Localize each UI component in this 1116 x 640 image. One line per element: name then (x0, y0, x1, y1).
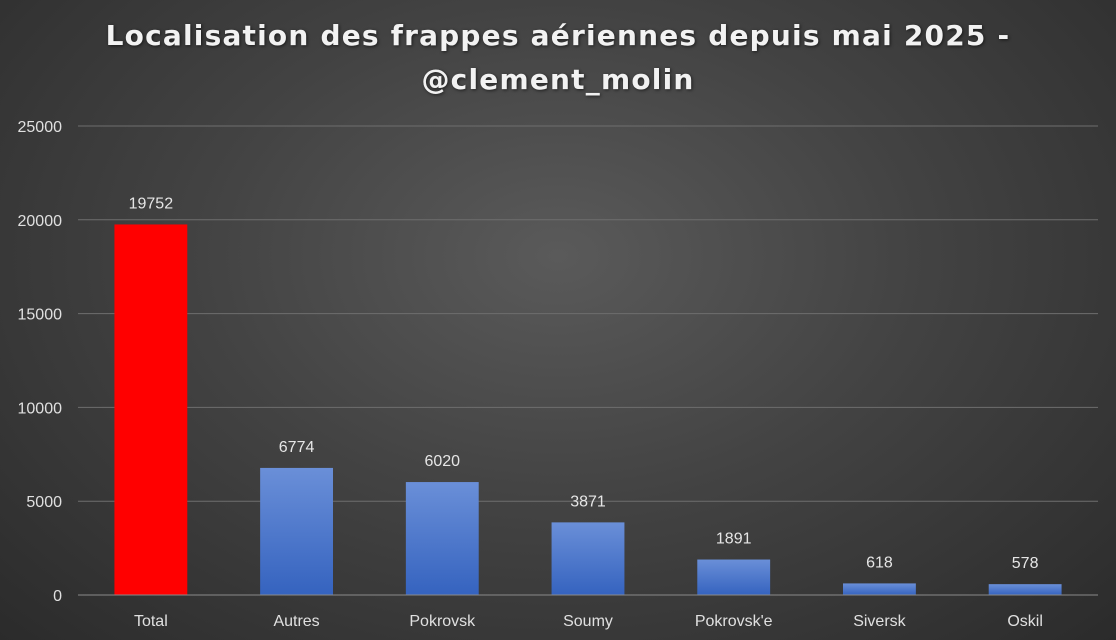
data-label: 3871 (570, 493, 606, 510)
chart-title: Localisation des frappes aériennes depui… (0, 14, 1116, 102)
data-label: 618 (866, 554, 893, 571)
y-tick-label: 15000 (18, 307, 63, 324)
data-label: 19752 (129, 195, 174, 212)
bar (114, 224, 188, 595)
x-axis: Total Autres Pokrovsk Soumy Pokrovsk'e Sivers… (78, 594, 1098, 630)
y-tick-label: 0 (53, 588, 62, 605)
gridlines (78, 125, 1098, 502)
y-tick-label: 10000 (18, 400, 63, 417)
bar (843, 583, 916, 595)
y-tick-label: 25000 (18, 119, 63, 136)
bar (988, 584, 1062, 595)
x-tick-label: Soumy (563, 613, 613, 630)
y-tick-label: 20000 (18, 213, 63, 230)
x-tick-label: Pokrovsk'e (695, 613, 773, 630)
data-label: 1891 (716, 531, 752, 548)
data-label: 578 (1012, 555, 1039, 572)
bar (697, 559, 771, 595)
x-tick-label: Oskil (1007, 613, 1043, 630)
x-tick-label: Total (134, 613, 168, 630)
bar (405, 482, 479, 595)
bar (260, 467, 333, 595)
data-label: 6020 (424, 453, 460, 470)
data-label: 6774 (279, 439, 315, 456)
y-axis: 0 5000 10000 15000 20000 25000 (18, 119, 63, 605)
chart-title-line1: Localisation des frappes aériennes depui… (105, 19, 1011, 52)
chart-title-line2: @clement_molin (421, 63, 695, 96)
bar (551, 522, 625, 595)
bars: 19752 6774 6020 3871 1891 618 578 (114, 195, 1062, 595)
y-tick-label: 5000 (26, 494, 62, 511)
x-tick-label: Pokrovsk (409, 613, 476, 630)
x-tick-label: Autres (273, 613, 319, 630)
x-tick-label: Siversk (853, 613, 906, 630)
